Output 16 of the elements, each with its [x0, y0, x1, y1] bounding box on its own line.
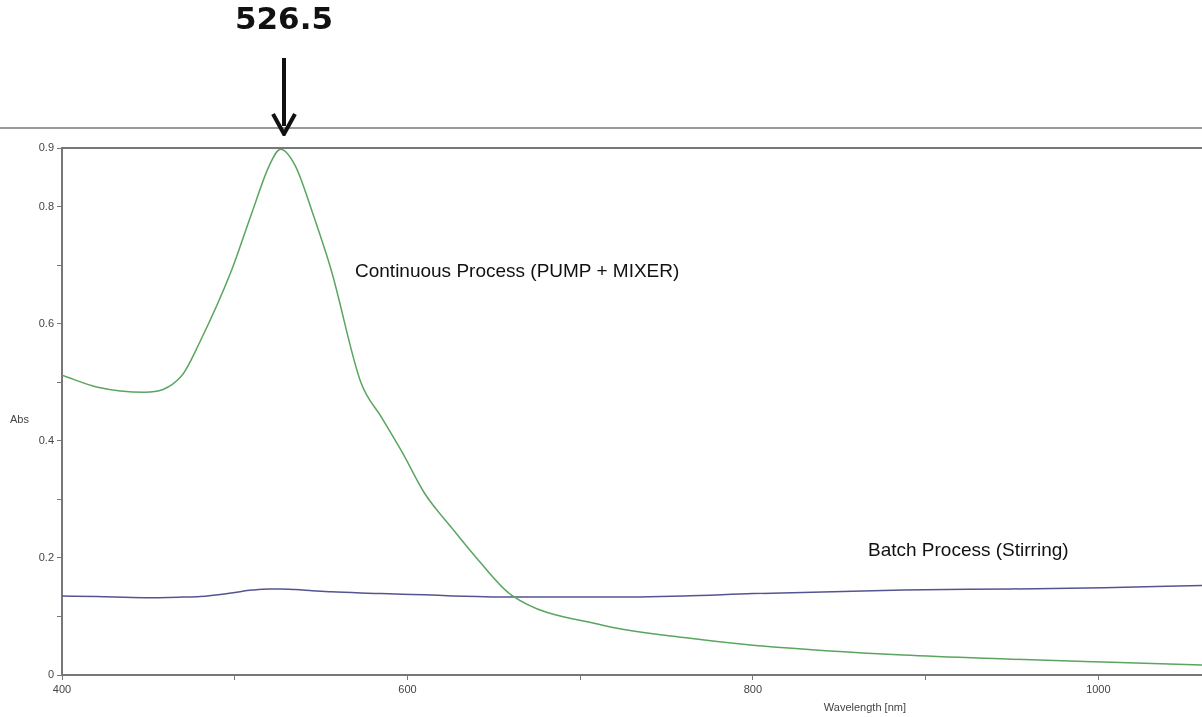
y-tick-label: 0.4 [38, 433, 54, 446]
y-tick-label: 0.6 [38, 316, 54, 329]
x-tick-label: 1000 [1086, 682, 1111, 695]
y-axis-title: Abs [10, 412, 30, 425]
text: 526.5 [233, 0, 335, 36]
x-axis-title: Wavelength [nm] [823, 700, 906, 713]
y-tick-label: 0 [47, 668, 54, 681]
line-series [62, 584, 1202, 599]
y-tick-label: 0.2 [38, 550, 54, 563]
y-tick-label: 0.9 [38, 141, 54, 154]
x-tick-label: 800 [743, 682, 763, 695]
series-label: Batch Process (Stirring) [868, 539, 1069, 561]
y-tick-label: 0.8 [38, 199, 54, 212]
x-tick-label: 400 [52, 682, 72, 695]
x-tick-label: 600 [398, 682, 417, 695]
series-label: Continuous Process (PUMP + MIXER) [355, 260, 680, 282]
